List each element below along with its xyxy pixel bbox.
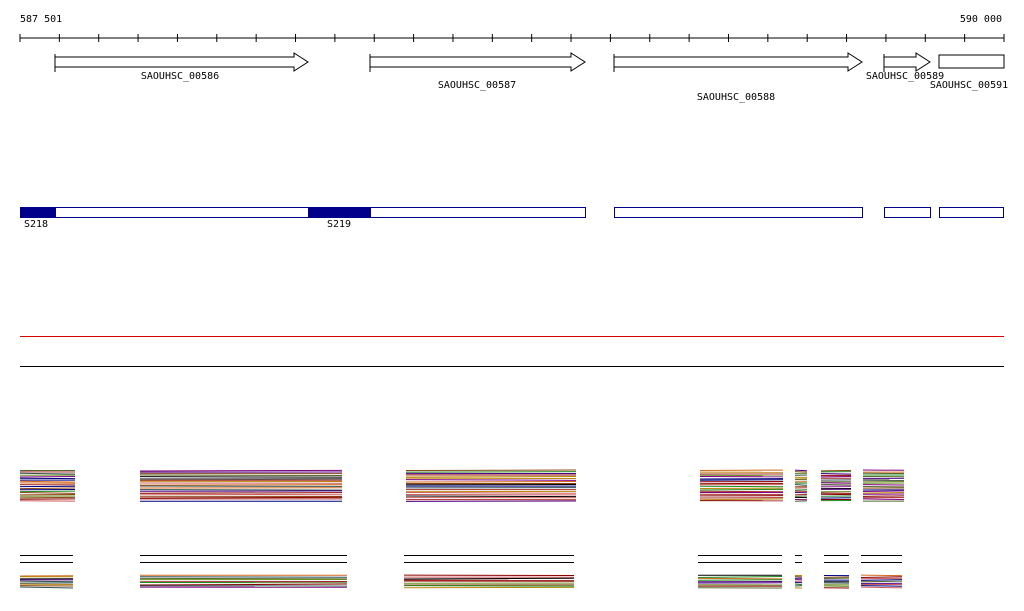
read — [403, 577, 575, 580]
read — [862, 498, 905, 501]
read — [860, 586, 903, 589]
gene-arrow — [883, 52, 931, 72]
read — [697, 579, 783, 581]
read — [699, 498, 784, 501]
segment-label: S218 — [24, 219, 48, 230]
gene-label: SAOUHSC_00587 — [438, 80, 516, 91]
read — [820, 483, 852, 486]
ruler-start: 587 501 — [20, 14, 62, 25]
read — [19, 475, 76, 478]
gene-label: SAOUHSC_00588 — [697, 92, 775, 103]
read — [860, 585, 903, 587]
gene-arrow — [54, 52, 309, 72]
gene-box — [938, 54, 1005, 69]
read — [405, 475, 577, 478]
read — [699, 488, 784, 491]
read — [862, 490, 905, 493]
read — [794, 471, 808, 473]
read — [697, 577, 783, 580]
ruler-end: 590 000 — [960, 14, 1002, 25]
read — [860, 574, 903, 577]
read — [139, 492, 343, 494]
read — [139, 474, 343, 477]
read — [19, 580, 74, 583]
segment-track: S218 S219 — [20, 207, 1004, 230]
gene-track: SAOUHSC_00586 SAOUHSC_00587 SAOUHSC_0058… — [54, 52, 1008, 103]
read — [405, 492, 577, 494]
gene-arrow — [613, 52, 863, 72]
read — [820, 473, 852, 475]
gene-label: SAOUHSC_00589 — [866, 71, 944, 82]
read — [405, 479, 577, 481]
segment-box — [614, 207, 863, 218]
read — [860, 576, 903, 578]
read — [19, 487, 76, 490]
read — [139, 583, 348, 586]
read — [405, 495, 577, 498]
ruler: 587 501 590 000 — [19, 14, 1005, 42]
segment-label: S219 — [327, 219, 351, 230]
read — [139, 493, 343, 496]
read — [860, 577, 903, 580]
read-track — [19, 469, 905, 589]
read — [139, 496, 343, 499]
read — [19, 491, 76, 494]
read — [860, 580, 903, 583]
read — [794, 469, 808, 472]
read — [19, 496, 76, 499]
gene-arrow — [369, 52, 586, 72]
read — [697, 576, 783, 578]
read — [794, 484, 808, 486]
read — [19, 472, 76, 475]
segment-box — [939, 207, 1004, 218]
read — [862, 491, 905, 494]
read — [139, 469, 343, 472]
segment-box — [20, 207, 586, 218]
read — [860, 579, 903, 581]
segment-box — [884, 207, 931, 218]
read — [699, 485, 784, 488]
read — [19, 480, 76, 483]
segment-fill — [308, 207, 371, 218]
segment-fill — [20, 207, 56, 218]
gene-label: SAOUHSC_00586 — [141, 71, 219, 82]
read — [699, 479, 784, 481]
read — [820, 469, 852, 472]
read — [19, 586, 74, 589]
gene-label: SAOUHSC_00591 — [930, 80, 1008, 91]
ruler-ticks — [19, 34, 1005, 42]
